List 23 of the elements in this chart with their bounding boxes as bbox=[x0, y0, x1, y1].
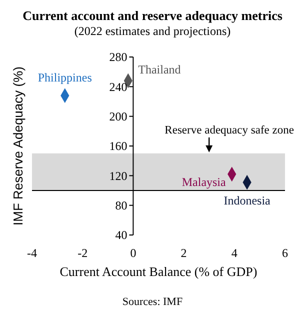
x-tick-label: 2 bbox=[180, 246, 187, 260]
x-tick-label: 6 bbox=[282, 246, 288, 260]
y-tick-label: 120 bbox=[109, 168, 128, 183]
chart-title: Current account and reserve adequacy metrics bbox=[22, 8, 284, 24]
source-note: Sources: IMF bbox=[121, 296, 184, 308]
x-tick-label: -2 bbox=[78, 246, 88, 260]
y-tick-label: 40 bbox=[115, 228, 128, 242]
series-label: Philippines bbox=[38, 70, 92, 85]
x-tick-label: 0 bbox=[130, 246, 136, 260]
y-tick-label: 280 bbox=[109, 50, 128, 64]
chart-subtitle: (2022 estimates and projections) bbox=[73, 24, 232, 39]
x-tick-label: -4 bbox=[27, 246, 37, 260]
series-label: Indonesia bbox=[224, 193, 272, 208]
x-axis-title: Current Account Balance (% of GDP) bbox=[60, 264, 258, 279]
y-tick-label: 160 bbox=[109, 139, 128, 154]
series-label: Thailand bbox=[138, 62, 181, 77]
band-label: Reserve adequacy safe zone bbox=[164, 124, 294, 136]
y-tick-label: 200 bbox=[109, 110, 128, 124]
y-tick-label: 240 bbox=[109, 80, 128, 94]
y-axis-title: IMF Reserve Adequacy (%) bbox=[10, 66, 26, 226]
series-label: Malaysia bbox=[182, 175, 227, 190]
y-tick-label: 80 bbox=[115, 198, 128, 213]
x-tick-label: 4 bbox=[231, 246, 238, 260]
